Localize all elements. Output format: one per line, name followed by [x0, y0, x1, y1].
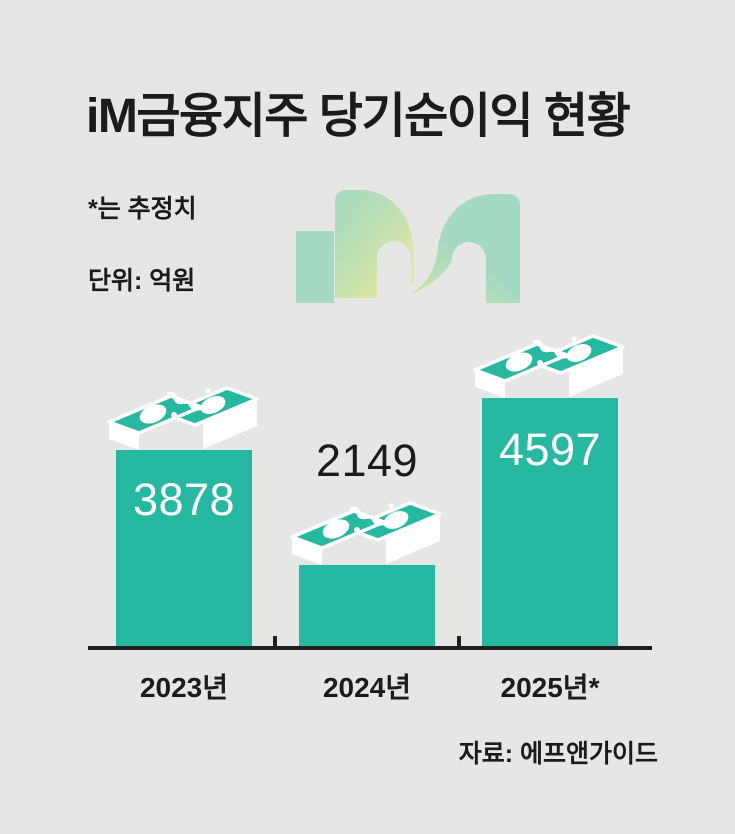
logo-left-arch [335, 190, 414, 298]
category-label-2024: 2024년 [322, 672, 412, 703]
page-title: iM금융지주 당기순이익 현황 [86, 90, 631, 143]
x-axis-tick [457, 636, 461, 646]
logo-i-stem [296, 231, 334, 303]
unit-label: 단위: 억원 [88, 267, 196, 295]
bar-2023 [116, 450, 252, 646]
money-stack-icon [290, 499, 442, 579]
category-label-2023: 2023년 [139, 672, 229, 703]
x-axis-tick [273, 636, 277, 646]
estimate-footnote: *는 추정치 [88, 195, 197, 223]
category-label-2025: 2025년* [500, 672, 600, 703]
value-label-2023: 3878 [132, 474, 236, 525]
im-bank-logo-icon [296, 190, 520, 303]
x-axis-line [88, 646, 652, 650]
logo-right-arch [408, 194, 520, 303]
bar-2024 [299, 565, 435, 646]
money-stack-icon [473, 332, 625, 412]
money-stack-icon [107, 384, 259, 464]
value-label-2024: 2149 [315, 435, 419, 486]
bar-2025 [482, 398, 618, 646]
source-credit: 자료: 에프앤가이드 [458, 740, 658, 768]
value-label-2025: 4597 [498, 424, 602, 475]
